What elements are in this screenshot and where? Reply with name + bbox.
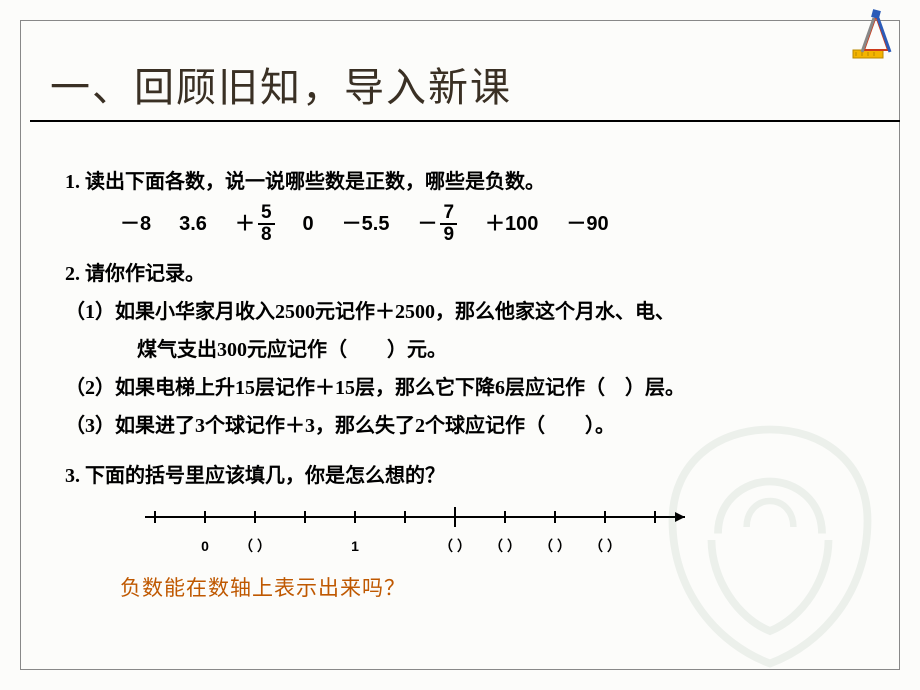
- fraction-value: ＋58: [235, 203, 275, 245]
- axis-label: 0: [201, 535, 209, 559]
- final-question: 负数能在数轴上表示出来吗？: [120, 571, 865, 607]
- number-value: －90: [566, 207, 608, 241]
- axis-label: 1: [351, 535, 359, 559]
- q2-item-1b: 煤气支出300元应记作（ ）元。: [137, 333, 865, 367]
- axis-label: （ ）: [589, 535, 621, 559]
- slide-title: 一、回顾旧知，导入新课: [50, 55, 512, 113]
- q3-prompt: 3. 下面的括号里应该填几，你是怎么想的？: [65, 459, 865, 493]
- axis-label: （ ）: [439, 535, 471, 559]
- number-value: 0: [303, 207, 314, 241]
- slide-content: 1. 读出下面各数，说一说哪些数是正数，哪些是负数。 －8 3.6 ＋58 0 －5.5…: [65, 165, 865, 607]
- fraction-value: －79: [417, 203, 457, 245]
- axis-label: （ ）: [239, 535, 271, 559]
- q1-prompt: 1. 读出下面各数，说一说哪些数是正数，哪些是负数。: [65, 165, 865, 199]
- number-value: ＋100: [485, 207, 538, 241]
- q2-item-1: （1）如果小华家月收入2500元记作＋2500，那么他家这个月水、电、: [65, 295, 865, 329]
- q2-item-2: （2）如果电梯上升15层记作＋15层，那么它下降6层应记作（ ）层。: [65, 371, 865, 405]
- axis-label: （ ）: [489, 535, 521, 559]
- title-underline: [30, 120, 900, 122]
- q2-prompt: 2. 请你作记录。: [65, 257, 865, 291]
- number-value: －5.5: [342, 207, 390, 241]
- q1-numbers: －8 3.6 ＋58 0 －5.5 －79 ＋100 －90: [120, 203, 865, 245]
- number-value: －8: [120, 207, 151, 241]
- number-line: 0（ ）1（ ）（ ）（ ）（ ）: [135, 507, 865, 553]
- number-value: 3.6: [179, 207, 207, 241]
- tools-icon: [848, 8, 908, 68]
- q2-item-3: （3）如果进了3个球记作＋3，那么失了2个球应记作（ ）。: [65, 409, 865, 443]
- axis-label: （ ）: [539, 535, 571, 559]
